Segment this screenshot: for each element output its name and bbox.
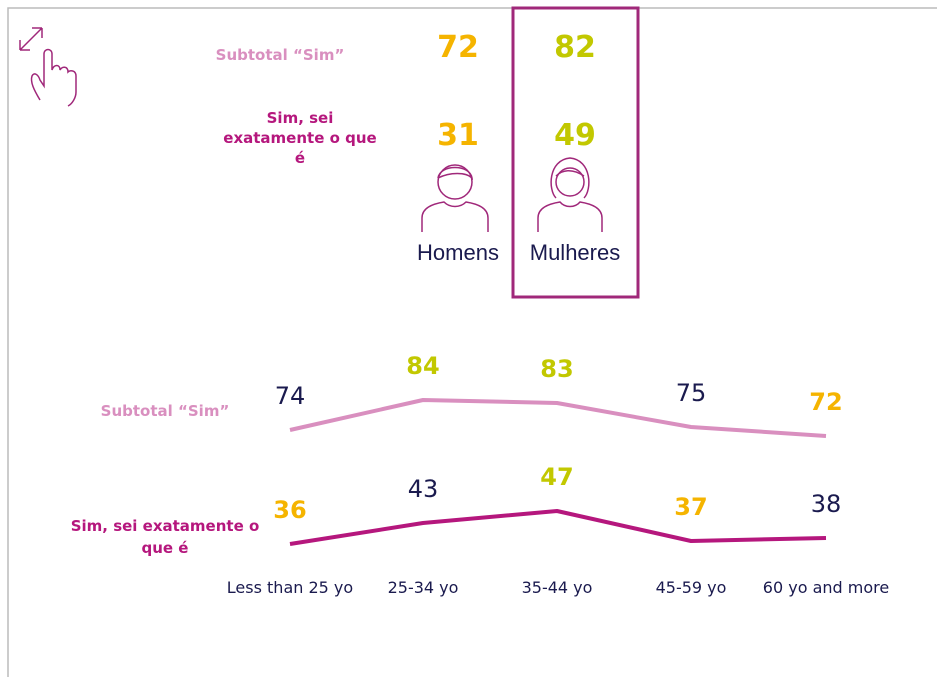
data-label: 36 [273,496,307,524]
group-value: 31 [437,118,479,153]
group-name: Mulheres [529,240,621,265]
data-label: 43 [407,475,439,503]
woman-icon [537,157,603,232]
data-label: 72 [809,388,843,416]
group-value: 49 [554,118,596,153]
data-label: 75 [675,379,707,407]
x-tick-label: 60 yo and more [762,578,890,597]
x-tick-label: 25-34 yo [387,578,459,597]
line [289,509,827,546]
man-icon [421,164,489,232]
x-tick-label: Less than 25 yo [226,578,354,597]
data-label: 74 [274,382,306,410]
data-label: 83 [540,355,574,383]
x-tick-label: 35-44 yo [521,578,593,597]
group-name: Homens [417,240,499,265]
group-value: 72 [437,30,479,65]
data-label: 37 [674,493,708,521]
x-tick-label: 45-59 yo [655,578,727,597]
row-label: Sim, sei exatamente o que é [223,109,377,167]
series-label: Subtotal “Sim” [100,402,230,420]
row-label: Subtotal “Sim” [215,46,345,64]
series-label: Sim, sei exatamente o que é [70,517,260,557]
data-label: 84 [406,352,440,380]
group-value: 82 [554,30,596,65]
data-label: 38 [810,490,842,518]
data-label: 47 [540,463,574,491]
highlight-box [511,6,640,299]
line [289,398,827,438]
pinch-icon [19,27,77,107]
